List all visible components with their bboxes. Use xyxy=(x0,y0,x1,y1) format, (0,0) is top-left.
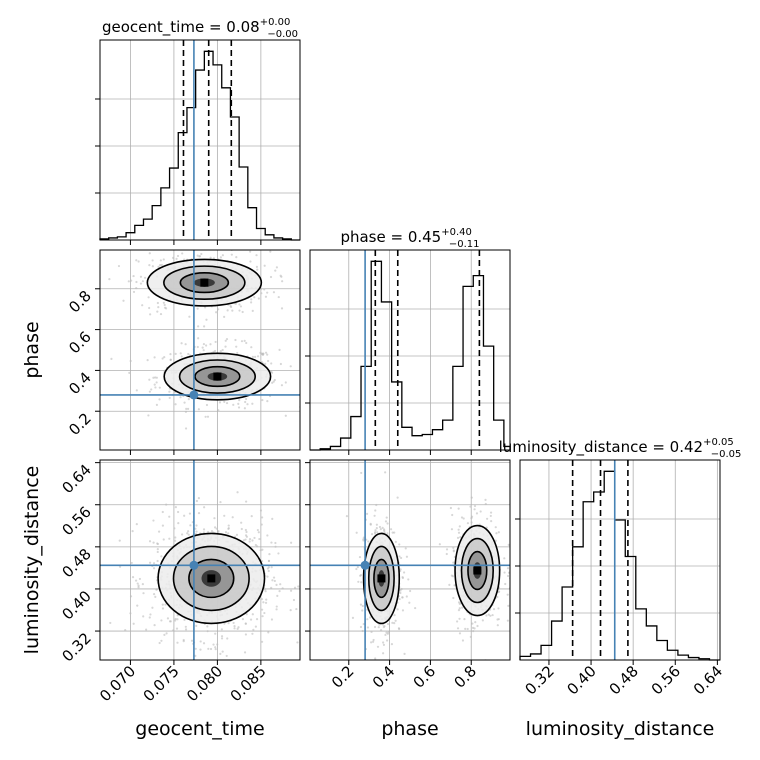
truth-point xyxy=(360,560,370,570)
scatter-panel-geocent_time-phase: 0.2 0.4 0.6 0.8 xyxy=(65,249,301,455)
y-tick-label: 0.2 xyxy=(65,409,95,439)
y-tick-label: 0.32 xyxy=(58,629,94,665)
histogram-phase xyxy=(310,260,511,451)
scatter-panel-geocent_time-luminosity_distance: 0.32 0.40 0.48 0.56 0.64 0.070 0.075 0.080 0.085 xyxy=(58,459,301,705)
histogram-geocent_time xyxy=(99,50,300,241)
x-tick-label: 0.4 xyxy=(369,662,399,692)
panel-frame xyxy=(519,459,721,661)
y-tick-label: 0.8 xyxy=(65,287,95,317)
xlabel-phase: phase xyxy=(381,718,438,740)
x-tick-label: 0.48 xyxy=(606,662,642,698)
x-tick-label: 0.56 xyxy=(648,662,684,698)
title-geocent-time: geocent_time = 0.08+0.00 −0.00 xyxy=(102,17,298,40)
x-tick-label: 0.080 xyxy=(183,662,226,705)
density-peak xyxy=(200,278,209,287)
panel-frame xyxy=(99,39,301,241)
xlabel-geocent-time: geocent_time xyxy=(135,718,264,740)
panel-frame xyxy=(99,249,301,451)
hist-panel-luminosity_distance: 0.32 0.40 0.48 0.56 0.64 xyxy=(515,459,726,698)
x-tick-label: 0.8 xyxy=(450,662,480,692)
y-tick-label: 0.56 xyxy=(58,503,94,539)
density-peak xyxy=(213,372,222,381)
title-luminosity-distance: luminosity_distance = 0.42+0.05 −0.05 xyxy=(499,437,742,460)
x-tick-label: 0.6 xyxy=(410,662,440,692)
ylabel-luminosity-distance: luminosity_distance xyxy=(21,466,43,655)
x-tick-label: 0.2 xyxy=(328,662,358,692)
hist-panel-geocent_time xyxy=(95,39,301,245)
panel-frame xyxy=(309,459,511,661)
truth-point xyxy=(189,390,199,400)
panel-frame xyxy=(309,249,511,451)
ylabel-phase: phase xyxy=(21,321,43,378)
y-tick-label: 0.64 xyxy=(58,461,94,497)
x-tick-label: 0.32 xyxy=(521,662,557,698)
y-tick-label: 0.40 xyxy=(58,587,94,623)
xlabel-luminosity-distance: luminosity_distance xyxy=(526,718,715,740)
y-tick-label: 0.48 xyxy=(58,545,94,581)
x-tick-label: 0.64 xyxy=(690,662,726,698)
scatter-panel-phase-luminosity_distance: 0.2 0.4 0.6 0.8 xyxy=(305,459,511,692)
density-peak xyxy=(207,574,216,583)
y-tick-label: 0.4 xyxy=(65,369,95,399)
density-peak xyxy=(473,566,482,575)
x-tick-label: 0.085 xyxy=(227,662,270,705)
x-tick-label: 0.40 xyxy=(564,662,600,698)
truth-point xyxy=(189,560,199,570)
title-phase: phase = 0.45+0.40 −0.11 xyxy=(340,227,479,250)
x-tick-label: 0.075 xyxy=(140,662,183,705)
density-peak xyxy=(377,574,386,583)
hist-panel-phase xyxy=(305,249,511,455)
x-tick-label: 0.070 xyxy=(96,662,139,705)
panel-frame xyxy=(99,459,301,661)
y-tick-label: 0.6 xyxy=(65,328,95,358)
